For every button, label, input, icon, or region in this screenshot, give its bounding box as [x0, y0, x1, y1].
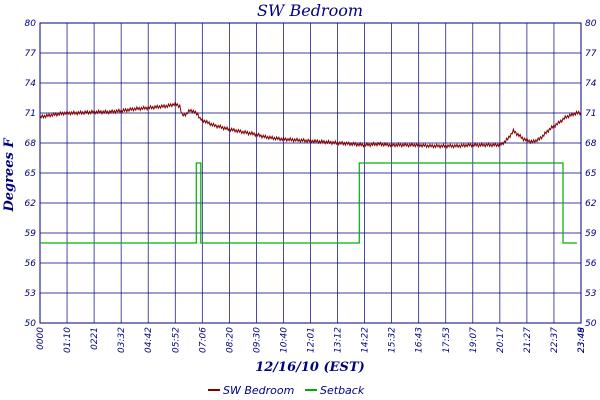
y-tick-label-left: 53 [25, 289, 37, 299]
y-tick-label-right: 80 [585, 19, 597, 29]
series-line-sw-bedroom [39, 100, 582, 150]
y-tick-label-right: 68 [585, 139, 597, 149]
y-tick-label-right: 74 [585, 79, 597, 89]
series-line-setback [40, 162, 577, 244]
x-tick-label: 17:53 [442, 327, 452, 353]
plot-frame [39, 22, 582, 324]
y-tick-label-left: 80 [25, 19, 37, 29]
x-axis-label: 12/16/10 (EST) [255, 360, 365, 375]
y-tick-label-right: 77 [585, 49, 597, 59]
y-tick-label-right: 59 [585, 229, 597, 239]
y-axis-label: Degrees F [2, 138, 17, 213]
y-tick-label-left: 68 [25, 139, 37, 149]
y-tick-label-right: 50 [585, 319, 597, 329]
x-tick-label: 01:10 [63, 327, 73, 353]
x-tick-label: 0000 [36, 327, 46, 350]
x-tick-label: 15:32 [388, 327, 398, 353]
x-tick-label: 05:52 [171, 327, 181, 353]
y-tick-label-left: 65 [25, 169, 37, 179]
y-tick-label-right: 71 [585, 109, 596, 119]
x-tick-label: 20:17 [496, 327, 506, 353]
y-tick-label-left: 50 [25, 319, 37, 329]
y-tick-label-left: 71 [25, 109, 36, 119]
x-tick-label: 08:20 [225, 327, 235, 353]
chart-title: SW Bedroom [257, 1, 363, 20]
y-tick-label-left: 77 [25, 49, 37, 59]
x-tick-label: 22:37 [550, 327, 560, 353]
x-tick-label: 04:42 [144, 327, 154, 353]
gridlines [40, 23, 581, 323]
y-tick-label-right: 53 [585, 289, 597, 299]
x-tick-label: 0221 [90, 327, 100, 350]
legend-label-sw-bedroom: SW Bedroom [223, 384, 294, 397]
x-tick-label: 03:32 [117, 327, 127, 353]
y-tick-label-right: 65 [585, 169, 597, 179]
y-axis-right-ticks: 80 77 74 71 68 65 62 59 56 53 50 [585, 19, 597, 329]
x-tick-label: 21:27 [523, 327, 533, 353]
x-tick-label: 14:22 [361, 327, 371, 353]
x-tick-label: 09:30 [252, 327, 262, 353]
y-tick-label-left: 74 [25, 79, 37, 89]
y-tick-label-left: 59 [25, 229, 37, 239]
y-tick-label-right: 56 [585, 259, 597, 269]
x-tick-label: 16:43 [415, 327, 425, 353]
y-tick-label-left: 56 [25, 259, 37, 269]
y-axis-left-ticks: 80 77 74 71 68 65 62 59 56 53 50 [25, 19, 37, 329]
x-tick-label: 07:06 [198, 327, 208, 353]
x-tick-label: 23:48 [577, 327, 587, 353]
series-layer [39, 100, 582, 244]
y-tick-label-left: 62 [25, 199, 37, 209]
x-tick-label: 23:49 [577, 327, 587, 353]
y-tick-label-right: 62 [585, 199, 597, 209]
legend: SW Bedroom Setback [208, 384, 365, 397]
x-tick-label: 10:40 [279, 327, 289, 353]
x-tick-label: 19:07 [469, 327, 479, 353]
x-axis-ticks: 0000 01:10 0221 03:32 04:42 05:52 07:06 08:20 09… [36, 327, 587, 353]
legend-label-setback: Setback [320, 384, 365, 397]
x-tick-label: 13:12 [334, 327, 344, 353]
x-tick-label: 12:01 [307, 327, 317, 353]
